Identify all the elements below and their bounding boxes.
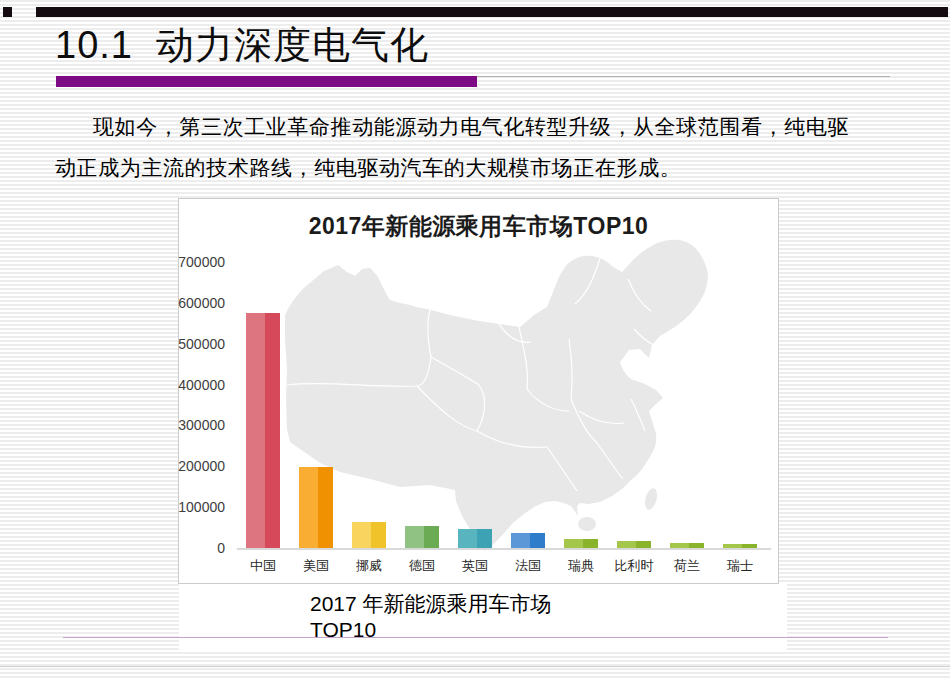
y-tick-label: 600000 — [165, 295, 225, 311]
top-corner-square — [3, 7, 12, 17]
x-category-label: 瑞士 — [708, 558, 772, 574]
y-tick-label: 400000 — [165, 377, 225, 393]
chart-title: 2017年新能源乘用车市场TOP10 — [179, 211, 778, 242]
chart-bar — [246, 313, 280, 548]
y-tick-label: 700000 — [165, 254, 225, 270]
paragraph-line-2: 动正成为主流的技术路线，纯电驱动汽车的大规模市场正在形成。 — [55, 148, 907, 189]
chart-bar — [723, 544, 757, 548]
top-bar — [36, 7, 948, 17]
chart-bar — [458, 529, 492, 548]
paragraph-line-1: 现如今，第三次工业革命推动能源动力电气化转型升级，从全球范围看，纯电驱 — [55, 107, 907, 148]
chart-bar — [511, 533, 545, 548]
chart-bar — [670, 543, 704, 548]
chart-bar — [352, 522, 386, 548]
y-tick-label: 500000 — [165, 336, 225, 352]
chart-bar — [564, 539, 598, 548]
chart-bar — [617, 541, 651, 548]
chart-caption: 2017 年新能源乘用车市场 TOP10 — [310, 591, 710, 643]
y-tick-label: 100000 — [165, 499, 225, 515]
x-axis-line — [237, 548, 771, 550]
y-tick-label: 0 — [165, 540, 225, 556]
title-underline-extension — [477, 76, 890, 77]
title-underline-bar — [56, 76, 477, 87]
y-tick-label: 300000 — [165, 417, 225, 433]
caption-line-1: 2017 年新能源乘用车市场 — [310, 591, 710, 617]
caption-line-2: TOP10 — [310, 617, 710, 643]
body-paragraph: 现如今，第三次工业革命推动能源动力电气化转型升级，从全球范围看，纯电驱 动正成为… — [55, 107, 907, 189]
slide-title: 10.1 动力深度电气化 — [55, 23, 935, 67]
footer-accent-line — [63, 637, 888, 638]
chart-bar — [405, 526, 439, 548]
chart-bar — [299, 467, 333, 548]
chart-image: 2017年新能源乘用车市场TOP10 700000600000500000400… — [178, 198, 779, 584]
footer-bottom-line — [0, 666, 950, 667]
y-tick-label: 200000 — [165, 458, 225, 474]
